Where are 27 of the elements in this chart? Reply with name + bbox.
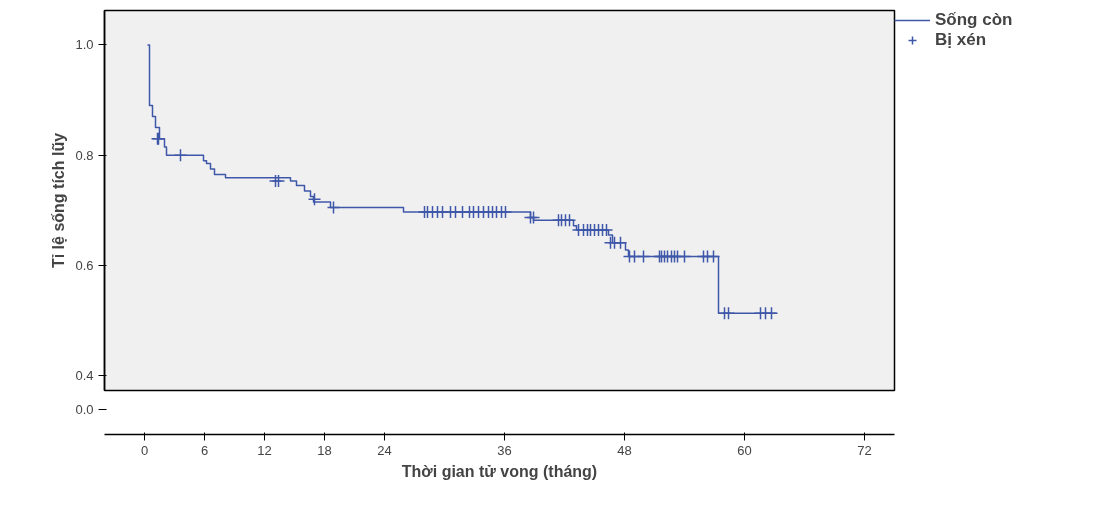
point bbox=[307, 192, 322, 207]
x-tick-label: 60 bbox=[737, 442, 752, 458]
point bbox=[326, 200, 341, 215]
x-tick-label: 0 bbox=[140, 442, 149, 458]
y-tick-label: 1.0 bbox=[75, 37, 94, 53]
y-axis-title: Tỉ lệ sống tích lũy bbox=[50, 132, 68, 269]
point bbox=[706, 249, 721, 264]
x-axis-title: Thời gian tử vong (tháng) bbox=[401, 462, 598, 480]
x-tick-label: 72 bbox=[857, 442, 872, 458]
point bbox=[636, 249, 651, 264]
point bbox=[173, 148, 188, 162]
text: 0.0 bbox=[75, 401, 94, 417]
point bbox=[562, 213, 577, 227]
x-tick-label: 24 bbox=[377, 442, 392, 458]
point bbox=[677, 249, 692, 264]
x-tick-label: 18 bbox=[317, 442, 332, 458]
point bbox=[721, 306, 736, 321]
y-tick-label: 0.6 bbox=[75, 257, 94, 273]
x-tick-label: 48 bbox=[617, 442, 632, 458]
x-tick-label: 12 bbox=[257, 442, 272, 458]
y-tick-label: 0.8 bbox=[75, 147, 94, 163]
point bbox=[613, 236, 628, 250]
legend-label: Bị xén bbox=[935, 30, 987, 50]
legend-label: Sống còn bbox=[935, 10, 1013, 30]
x-tick-label: 36 bbox=[497, 442, 512, 458]
y-tick-label: 0.4 bbox=[75, 368, 94, 384]
x-tick-label: 6 bbox=[200, 442, 209, 458]
